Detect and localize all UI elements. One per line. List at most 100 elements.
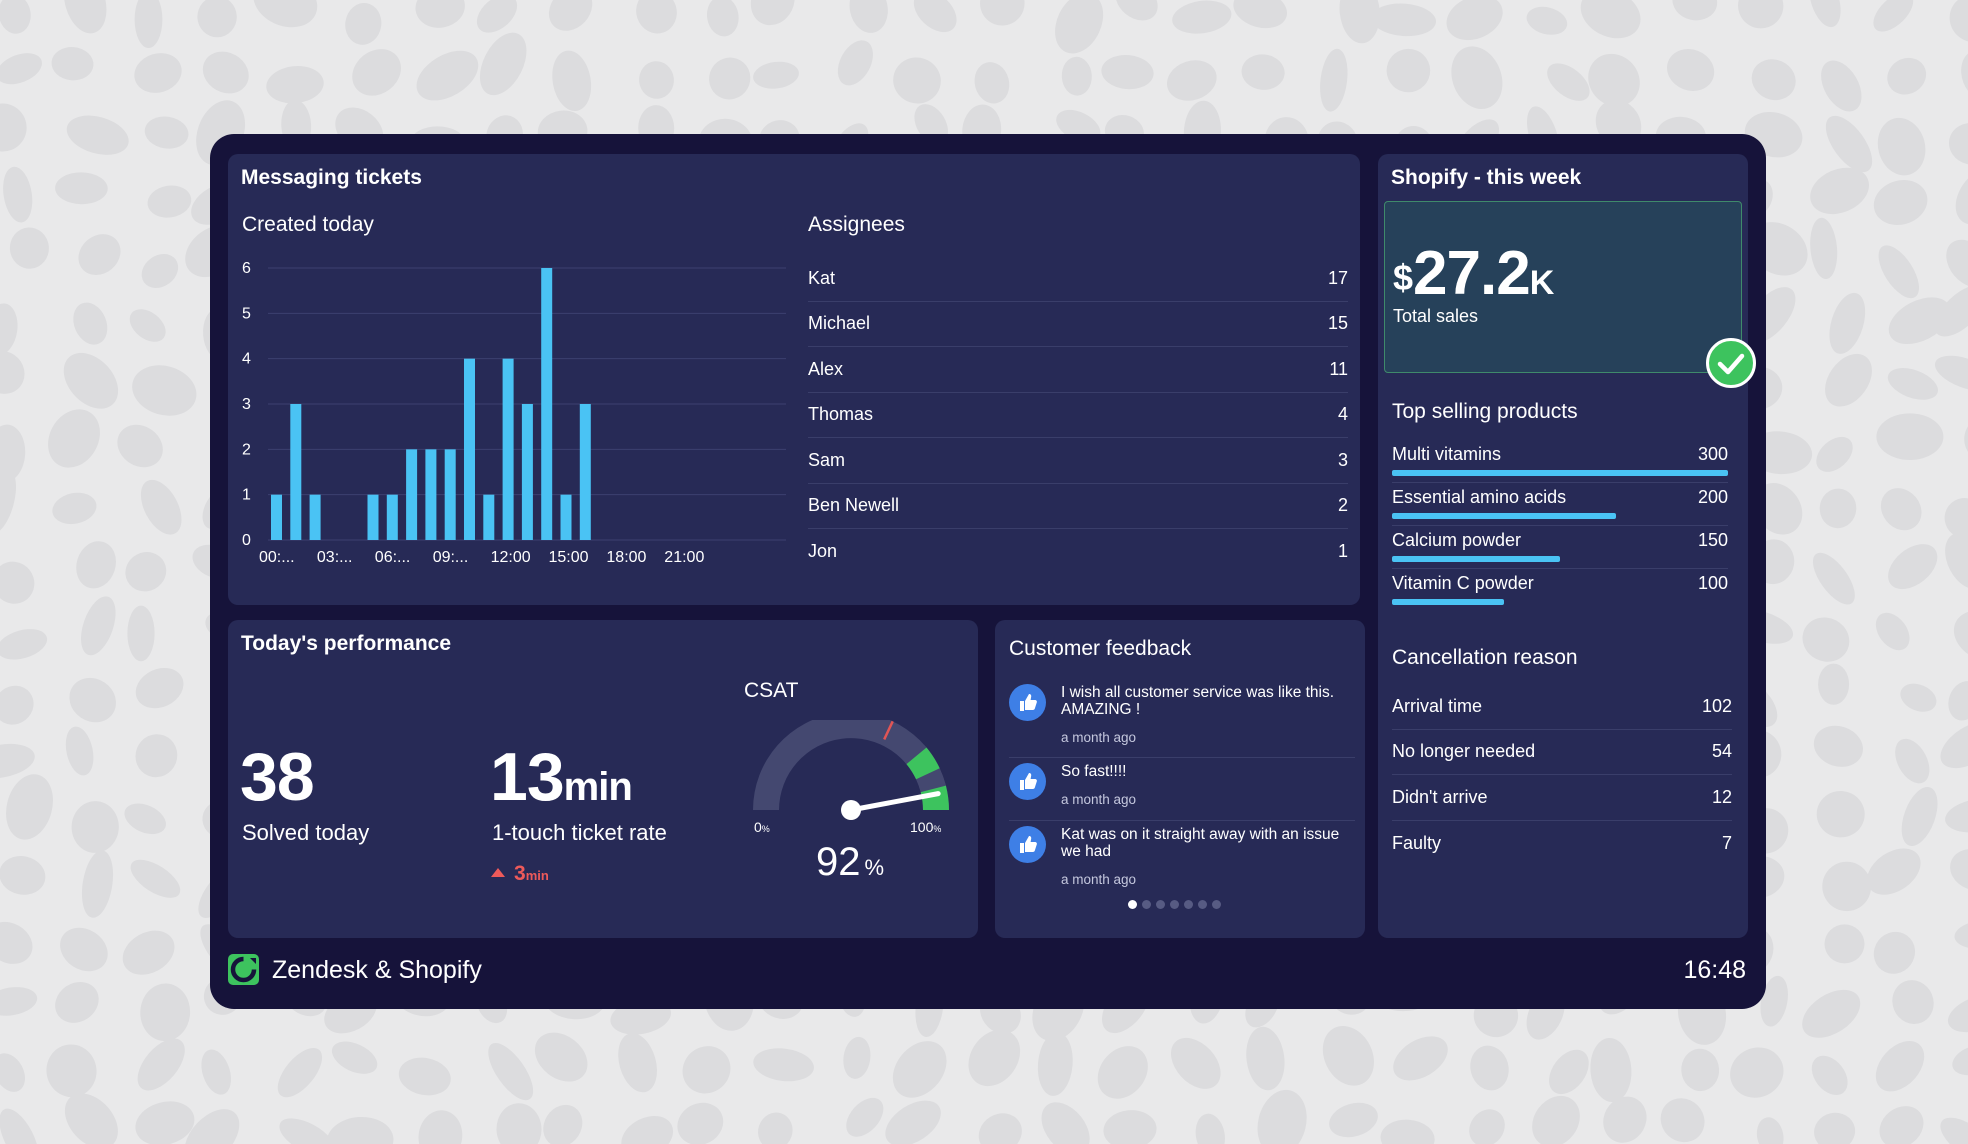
assignee-count: 17	[1327, 267, 1348, 288]
pattern-blob	[677, 1102, 724, 1144]
pattern-blob	[849, 0, 888, 33]
pattern-blob	[0, 350, 25, 394]
pattern-blob	[1952, 1045, 1968, 1076]
pattern-blob	[1241, 54, 1285, 90]
pager-dot[interactable]	[1184, 900, 1193, 909]
pattern-blob	[968, 1029, 1021, 1087]
thumbs-up-icon	[1009, 684, 1046, 721]
product-row: Multi vitamins 300	[1392, 440, 1728, 483]
pattern-blob	[0, 685, 34, 725]
pattern-blob	[1809, 0, 1841, 28]
assignee-row: Alex 11	[808, 347, 1348, 393]
top-products-title: Top selling products	[1392, 400, 1578, 423]
pattern-blob	[1756, 1117, 1784, 1144]
thumbs-up-icon	[1009, 763, 1046, 800]
solved-today-value: 38	[240, 739, 315, 815]
pattern-blob	[46, 1044, 97, 1098]
pager-dot[interactable]	[1212, 900, 1221, 909]
cancellation-count: 54	[1711, 741, 1732, 762]
pattern-blob	[1964, 416, 1968, 461]
sales-number: 27.2	[1413, 239, 1531, 308]
pattern-blob	[134, 0, 163, 48]
pattern-blob	[1887, 368, 1938, 400]
pattern-blob	[913, 0, 957, 33]
pattern-blob	[130, 859, 181, 898]
performance-title: Today's performance	[241, 632, 451, 655]
assignee-count: 11	[1329, 358, 1348, 379]
product-value: 100	[1697, 573, 1728, 593]
pattern-blob	[69, 677, 117, 723]
pattern-blob	[140, 983, 191, 1042]
cancellation-row: Faulty 7	[1392, 821, 1732, 867]
gauge-max-unit: %	[933, 824, 941, 834]
pattern-blob	[618, 1033, 657, 1093]
pattern-blob	[1947, 994, 1968, 1033]
product-row: Vitamin C powder 100	[1392, 569, 1728, 612]
pattern-blob	[1945, 532, 1968, 590]
chart-bar	[560, 494, 572, 540]
pattern-blob	[1170, 1037, 1221, 1089]
pattern-blob	[135, 1101, 195, 1144]
pattern-blob	[1760, 975, 1788, 1027]
delta-value: 3	[514, 862, 526, 885]
assignee-count: 4	[1337, 404, 1348, 425]
cancellation-row: No longer needed 54	[1392, 730, 1732, 775]
total-sales-card: $27.2K Total sales	[1384, 201, 1742, 373]
pattern-blob	[197, 0, 237, 38]
pattern-blob	[52, 492, 97, 525]
pattern-blob	[48, 409, 100, 468]
pattern-blob	[55, 981, 99, 1023]
chart-bar	[367, 494, 379, 540]
todays-performance-panel: Today's performance 38 Solved today 13mi…	[228, 620, 978, 938]
pattern-blob	[415, 0, 465, 28]
pattern-blob	[1547, 63, 1590, 101]
pattern-blob	[1819, 488, 1857, 529]
pattern-blob	[134, 53, 182, 93]
pattern-blob	[132, 365, 197, 416]
pattern-blob	[125, 552, 167, 592]
pattern-blob	[1888, 544, 1938, 590]
feedback-separator	[1009, 820, 1355, 821]
pager-dot[interactable]	[1198, 900, 1207, 909]
pattern-blob	[1195, 1113, 1225, 1144]
product-bar-track	[1392, 470, 1728, 476]
pager-dot[interactable]	[1170, 900, 1179, 909]
touch-rate-label: 1-touch ticket rate	[492, 820, 667, 845]
pattern-blob	[1470, 1045, 1509, 1091]
pattern-blob	[1876, 413, 1944, 461]
pattern-blob	[1101, 55, 1154, 90]
pattern-blob	[81, 596, 116, 656]
csat-value: 92%	[816, 840, 884, 884]
pager-dot[interactable]	[1142, 900, 1151, 909]
pattern-blob	[1103, 1110, 1157, 1144]
pattern-blob	[71, 801, 119, 853]
touch-rate-number: 13	[490, 739, 565, 815]
y-tick-label: 6	[242, 260, 251, 277]
pager-dot[interactable]	[1156, 900, 1165, 909]
pattern-blob	[0, 424, 26, 482]
pattern-blob	[51, 47, 94, 81]
pattern-blob	[1940, 1117, 1968, 1144]
pattern-blob	[1816, 790, 1865, 838]
cancellation-row: Arrival time 102	[1392, 684, 1732, 730]
feedback-pager[interactable]	[1128, 900, 1221, 909]
pattern-blob	[1681, 1048, 1720, 1092]
pattern-blob	[476, 0, 518, 33]
pattern-blob	[1813, 725, 1863, 767]
assignee-name: Michael	[808, 313, 871, 334]
pattern-blob	[1322, 1025, 1374, 1086]
assignee-count: 1	[1337, 541, 1348, 562]
pattern-blob	[0, 743, 35, 779]
pattern-blob	[1944, 498, 1968, 538]
assignee-count: 2	[1337, 495, 1348, 516]
pattern-blob	[416, 50, 479, 101]
assignee-row: Michael 15	[808, 302, 1348, 347]
pattern-blob	[1580, 0, 1641, 39]
pager-dot[interactable]	[1128, 900, 1137, 909]
pattern-blob	[980, 0, 1025, 26]
pattern-blob	[1873, 180, 1928, 225]
pattern-blob	[758, 1112, 793, 1144]
pattern-blob	[1892, 980, 1934, 1025]
touch-rate-unit: min	[563, 765, 633, 809]
x-tick-label: 00:...	[259, 549, 295, 566]
